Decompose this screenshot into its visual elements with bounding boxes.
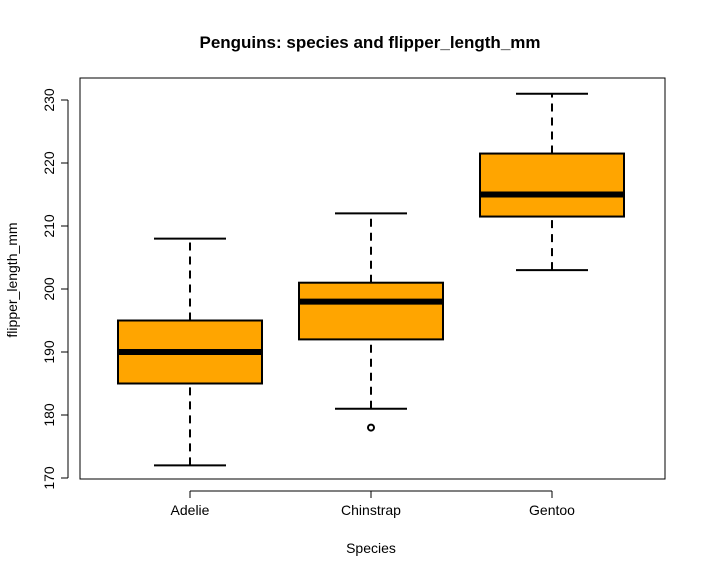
y-axis: 170 180 190 200 210 220 230 bbox=[41, 88, 69, 490]
y-tick-label: 190 bbox=[41, 340, 57, 364]
plot-area-frame bbox=[79, 77, 666, 480]
y-tick-label: 220 bbox=[41, 151, 57, 175]
y-tick-label: 170 bbox=[41, 466, 57, 490]
y-tick-label: 230 bbox=[41, 88, 57, 112]
x-tick-label: Chinstrap bbox=[341, 502, 401, 518]
y-tick-label: 180 bbox=[41, 403, 57, 427]
iqr-box bbox=[479, 152, 625, 218]
y-tick-label: 210 bbox=[41, 214, 57, 238]
outlier-point bbox=[367, 423, 375, 432]
x-axis-label: Species bbox=[346, 540, 396, 556]
iqr-box bbox=[298, 281, 444, 341]
x-tick-label: Gentoo bbox=[529, 502, 575, 518]
x-axis: Adelie Chinstrap Gentoo bbox=[171, 490, 575, 518]
x-tick-label: Adelie bbox=[171, 502, 210, 518]
y-tick-label: 200 bbox=[41, 277, 57, 301]
box-gentoo bbox=[479, 92, 625, 272]
y-axis-label: flipper_length_mm bbox=[4, 222, 20, 337]
box-chinstrap bbox=[298, 212, 444, 432]
box-series bbox=[117, 92, 625, 467]
chart-title: Penguins: species and flipper_length_mm bbox=[199, 33, 540, 52]
box-adelie bbox=[117, 237, 263, 467]
